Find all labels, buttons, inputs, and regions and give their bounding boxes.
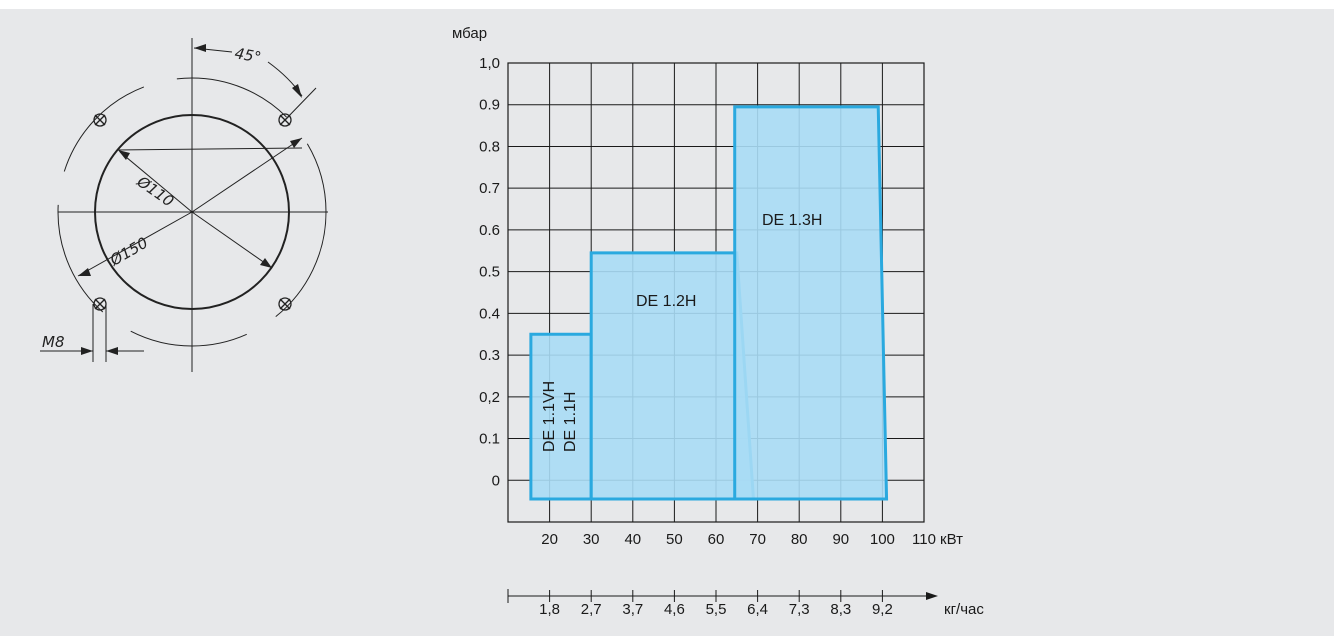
- region-label-de-1-2h: DE 1.2H: [636, 293, 696, 310]
- x-tick-label: 60: [708, 531, 725, 548]
- y-tick-label: 0.8: [479, 138, 500, 155]
- y-tick-label: 0.9: [479, 97, 500, 114]
- x-tick-label: 90: [832, 531, 849, 548]
- secondary-tick-label: 6,4: [747, 601, 768, 618]
- y-axis-label: мбар: [452, 25, 487, 42]
- d110-label: Ø110: [133, 172, 177, 211]
- region-labels: DE 1.1VH DE 1.1H DE 1.2H DE 1.3H: [541, 212, 822, 452]
- arrowhead: [260, 258, 272, 268]
- x-tick-label: 100: [870, 531, 895, 548]
- bolt-holes: [93, 113, 292, 311]
- angle-extension: [284, 87, 317, 121]
- y-tick-label: 1,0: [479, 55, 500, 72]
- region-de-1-3h: [733, 105, 889, 501]
- secondary-tick-label: 7,3: [789, 601, 810, 618]
- secondary-tick-label: 9,2: [872, 601, 893, 618]
- secondary-x-axis: 1,8 2,7 3,7 4,6 5,5 6,4 7,3 8,3 9,2: [507, 589, 938, 618]
- bolt-hole: [278, 113, 292, 127]
- bolt-hole: [93, 113, 107, 127]
- y-tick-label: 0.5: [479, 264, 500, 281]
- bolt-hole-cross: [94, 114, 106, 126]
- arrowhead: [106, 347, 118, 355]
- y-tick-label: 0.4: [479, 305, 500, 322]
- secondary-tick-label: 3,7: [622, 601, 643, 618]
- bolt-hole-cross: [94, 298, 106, 310]
- flange-drawing: [40, 38, 328, 372]
- region-label-de-1-3h: DE 1.3H: [762, 212, 822, 229]
- y-tick-label: 0,2: [479, 389, 500, 406]
- y-tick-label: 0.6: [479, 222, 500, 239]
- arrowhead: [194, 44, 206, 52]
- y-tick-label: 0.7: [479, 180, 500, 197]
- x-tick-label: 110: [912, 531, 936, 548]
- chart-regions: [529, 105, 889, 501]
- angle-label: 45°: [233, 44, 262, 66]
- x-tick-label: 50: [666, 531, 683, 548]
- arrowhead: [290, 138, 302, 148]
- x-tick-label: 70: [749, 531, 766, 548]
- y-tick-label: 0.1: [479, 431, 500, 448]
- secondary-tick-label: 5,5: [706, 601, 727, 618]
- secondary-tick-label: 2,7: [581, 601, 602, 618]
- chart: 1,0 0.9 0.8 0.7 0.6 0.5 0.4 0.3 0,2 0.1 0 20 30 40 50…: [452, 25, 984, 618]
- arrowhead: [292, 84, 302, 98]
- d110-diameter-line: [119, 151, 193, 213]
- x-tick-label: 20: [541, 531, 558, 548]
- x-axis-ticks: 20 30 40 50 60 70 80 90 100 110: [541, 531, 936, 548]
- secondary-axis-arrow: [926, 592, 938, 600]
- x-tick-label: 80: [791, 531, 808, 548]
- y-tick-label: 0: [492, 472, 500, 489]
- region-label-de-1-1h: DE 1.1H: [562, 392, 579, 452]
- arrowhead: [81, 347, 93, 355]
- bolt-hole-cross: [279, 298, 291, 310]
- y-axis-ticks: 1,0 0.9 0.8 0.7 0.6 0.5 0.4 0.3 0,2 0.1 0: [479, 55, 500, 489]
- secondary-tick-label: 4,6: [664, 601, 685, 618]
- d110-diameter-line: [191, 137, 303, 213]
- secondary-tick-label: 8,3: [830, 601, 851, 618]
- y-tick-label: 0.3: [479, 347, 500, 364]
- figure-panel: 45° Ø110 Ø150 M8 1,0 0.9 0.8 0.7 0.6 0.5 0.4 0.…: [0, 9, 1334, 636]
- d150-diameter-line: [77, 211, 193, 277]
- arrowhead: [78, 268, 91, 276]
- d150-diameter-line: [191, 211, 273, 269]
- x-axis-label: кВт: [940, 531, 963, 548]
- arrowhead: [118, 150, 130, 160]
- secondary-x-axis-label: кг/час: [944, 601, 984, 618]
- m8-label: M8: [42, 333, 65, 351]
- figure-canvas: 45° Ø110 Ø150 M8 1,0 0.9 0.8 0.7 0.6 0.5 0.4 0.…: [40, 25, 984, 618]
- d110-leader: [117, 147, 303, 151]
- d150-label: Ø150: [106, 234, 151, 270]
- x-tick-label: 40: [624, 531, 641, 548]
- x-tick-label: 30: [583, 531, 600, 548]
- bolt-hole: [278, 297, 292, 311]
- region-label-de-1-1vh: DE 1.1VH: [541, 381, 558, 452]
- secondary-tick-label: 1,8: [539, 601, 560, 618]
- region-de-1-2h: [589, 251, 756, 501]
